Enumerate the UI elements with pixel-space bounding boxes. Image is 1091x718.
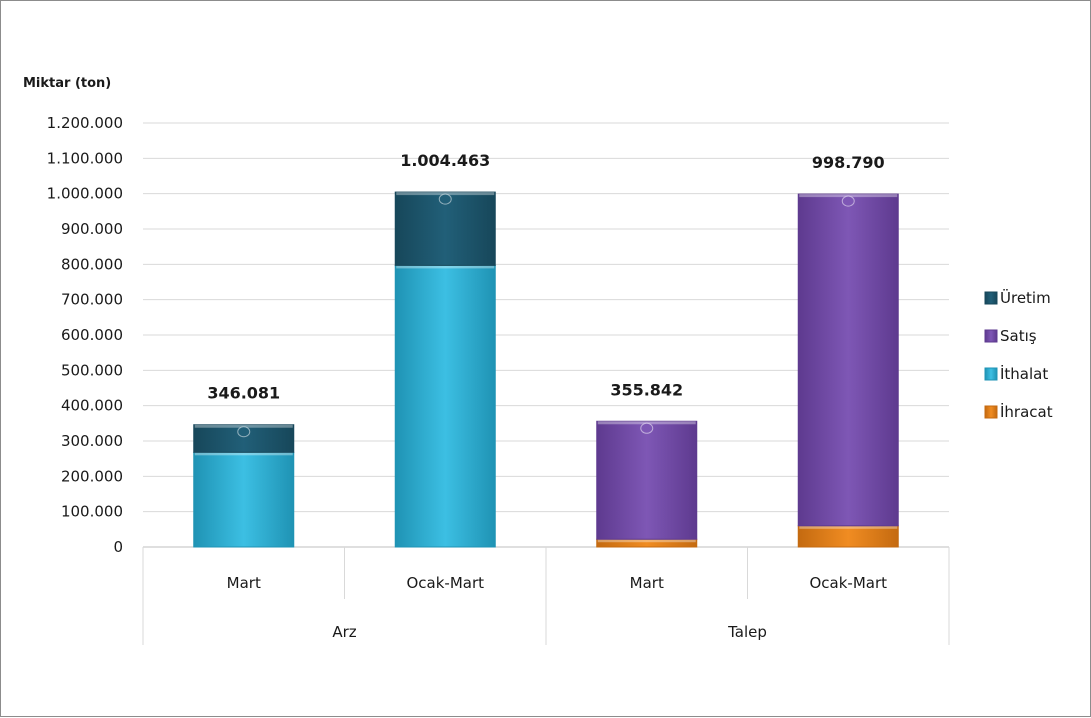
legend-swatch — [984, 367, 998, 381]
legend-label: İthalat — [1000, 364, 1048, 383]
bar-cap-marker — [237, 426, 251, 438]
y-tick-label: 600.000 — [61, 326, 123, 344]
x-category-label: Ocak-Mart — [809, 574, 887, 592]
data-label: 346.081 — [207, 384, 280, 403]
y-tick-label: 1.200.000 — [47, 114, 123, 132]
x-group-label: Arz — [332, 623, 356, 641]
bar-cap-marker — [438, 193, 452, 205]
y-tick-label: 800.000 — [61, 255, 123, 273]
y-tick-label: 1.100.000 — [47, 149, 123, 167]
bars — [193, 191, 899, 548]
legend-label: İhracat — [1000, 402, 1053, 421]
bar-segment — [394, 264, 496, 548]
bar-segment — [797, 525, 899, 548]
y-tick-label: 0 — [113, 538, 123, 556]
y-tick-label: 100.000 — [61, 503, 123, 521]
bar-bevel — [597, 539, 696, 543]
bar-bevel — [799, 525, 898, 529]
data-label: 998.790 — [812, 153, 885, 172]
data-label: 1.004.463 — [400, 151, 490, 170]
legend-item: Üretim — [984, 288, 1051, 307]
bar-segment — [797, 193, 899, 527]
y-axis-title: Miktar (ton) — [23, 76, 111, 91]
bar-bevel — [194, 452, 293, 456]
x-category-label: Mart — [227, 574, 261, 592]
y-tick-label: 300.000 — [61, 432, 123, 450]
legend-swatch — [984, 291, 998, 305]
legend-label: Satış — [1000, 327, 1037, 345]
y-tick-label: 200.000 — [61, 467, 123, 485]
bar-cap-marker — [640, 422, 654, 434]
legend-item: İhracat — [984, 402, 1053, 421]
bar-segment — [596, 420, 698, 540]
x-axis-categories: Mart Ocak-Mart Mart Ocak-Mart Arz Talep — [142, 547, 950, 645]
x-category-label: Mart — [630, 574, 664, 592]
legend: Üretim Satış İthalat İhracat — [984, 288, 1053, 421]
legend-label: Üretim — [1000, 288, 1051, 307]
x-group-label: Talep — [727, 623, 767, 641]
data-label: 355.842 — [610, 380, 683, 399]
y-tick-label: 400.000 — [61, 397, 123, 415]
bar-bevel — [396, 265, 495, 269]
y-tick-label: 1.000.000 — [47, 185, 123, 203]
bar-cap-marker — [841, 195, 855, 207]
legend-item: Satış — [984, 327, 1037, 345]
y-tick-label: 900.000 — [61, 220, 123, 238]
data-labels: 346.081 1.004.463 355.842 998.790 — [207, 151, 884, 403]
legend-item: İthalat — [984, 364, 1048, 383]
legend-swatch — [984, 405, 998, 419]
legend-swatch — [984, 329, 998, 343]
bar-segment — [193, 451, 295, 548]
x-category-label: Ocak-Mart — [406, 574, 484, 592]
y-tick-label: 500.000 — [61, 361, 123, 379]
y-tick-label: 700.000 — [61, 291, 123, 309]
y-axis-ticks: 0 100.000 200.000 300.000 400.000 500.000 600.… — [47, 114, 123, 556]
